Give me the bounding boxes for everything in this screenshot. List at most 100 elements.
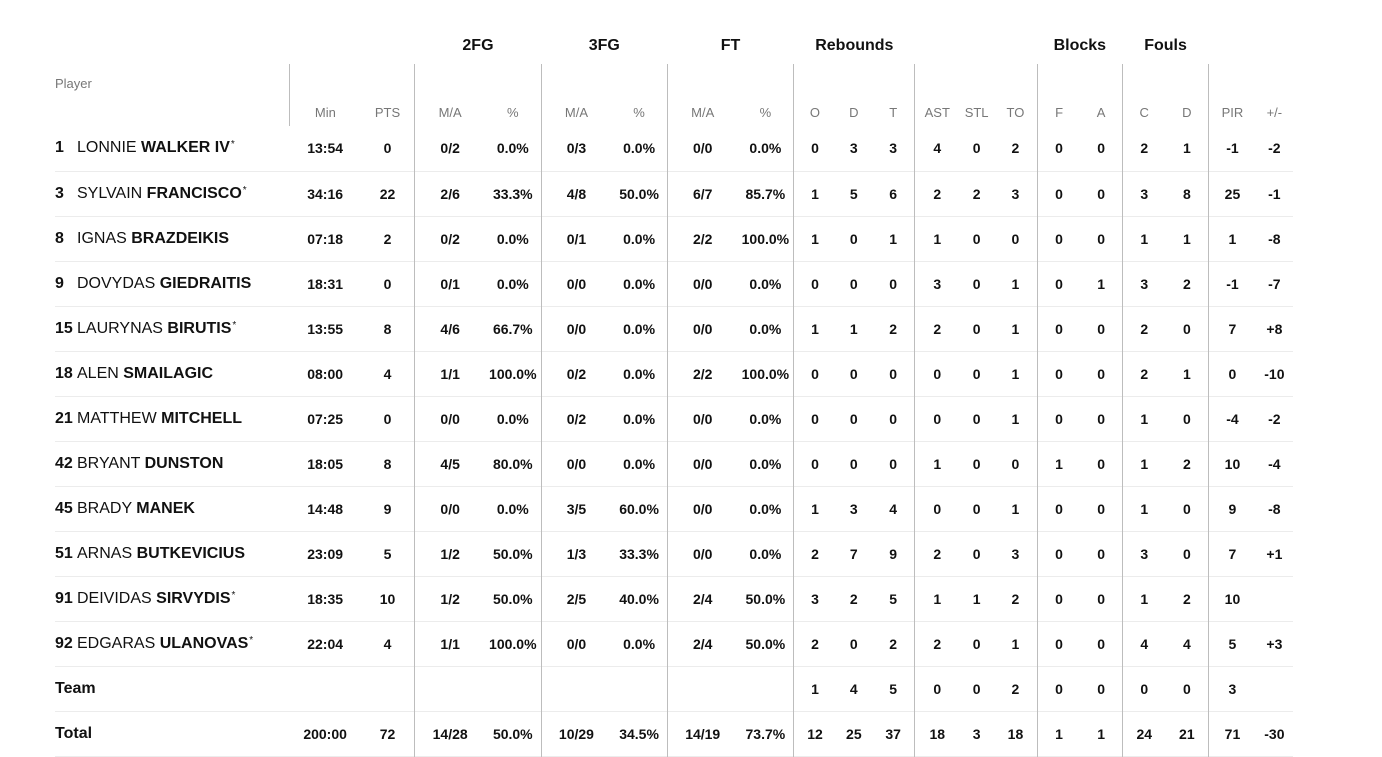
player-number: 3 [55,184,64,202]
cell-ft-pct: 0.0% [749,320,782,337]
cell-ft-pct: 0.0% [749,455,782,472]
player-name[interactable]: 45 BRADY MANEK [55,486,290,531]
cell-pir: 25 [1208,171,1256,216]
cell-ft-ma: 2/2 [666,351,738,396]
player-name[interactable]: 51 ARNAS BUTKEVICIUS [55,531,290,576]
cell-3fg-ma: 0/2 [540,351,612,396]
cell-reb-d: 1 [849,320,858,337]
col-2fg-pct[interactable]: % [507,105,519,120]
col-pir[interactable]: PIR [1208,64,1256,126]
cell-blk-f: 0 [1036,666,1081,711]
col-reb-t[interactable]: T [889,105,898,120]
player-name[interactable]: 9 DOVYDAS GIEDRAITIS [55,261,290,306]
cell-stl: 1 [972,590,981,607]
col-to[interactable]: TO [1006,105,1025,120]
col-ft-ma[interactable]: M/A [666,64,738,126]
cell-to: 3 [1011,545,1020,562]
team-row-label: Team [55,679,96,697]
cell-plus-minus [1256,666,1293,711]
cell-stl: 0 [972,680,981,697]
cell-ast: 2 [914,171,960,216]
col-ast[interactable]: AST [914,64,960,126]
cell-to: 2 [1011,140,1020,157]
cell-3fg-pct: 0.0% [623,140,656,157]
table-row: 51 ARNAS BUTKEVICIUS 23:09 5 1/2 50.0% 1/3 33.3… [55,531,1293,576]
col-2fg-ma[interactable]: M/A [414,64,485,126]
cell-2fg-pct: 80.0% [492,455,533,472]
player-first-name: DOVYDAS [77,274,156,292]
cell-plus-minus: -1 [1268,185,1281,202]
cell-blk-f: 0 [1036,171,1081,216]
col-min[interactable]: Min [289,64,361,126]
cell-ft-pct: 0.0% [749,545,782,562]
cell-reb-d: 3 [849,500,858,517]
cell-ast: 4 [914,126,960,171]
col-foul-d[interactable]: D [1182,105,1192,120]
col-pts[interactable]: PTS [374,105,401,120]
cell-2fg-pct: 50.0% [492,590,533,607]
player-name[interactable]: 91 DEIVIDAS SIRVYDIS* [55,576,290,621]
col-foul-c[interactable]: C [1121,64,1166,126]
group-blocks: Blocks [1053,37,1107,54]
col-3fg-ma[interactable]: M/A [540,64,612,126]
player-last-name: SIRVYDIS [156,589,231,607]
cell-reb-d: 7 [849,545,858,562]
cell-pts: 9 [383,500,392,517]
cell-pir: 10 [1208,441,1256,486]
cell-blk-a: 0 [1097,635,1106,652]
col-ft-pct[interactable]: % [759,105,772,120]
col-reb-o[interactable]: O [793,64,836,126]
col-blk-f[interactable]: F [1036,64,1081,126]
player-name[interactable]: 18 ALEN SMAILAGIC [55,351,290,396]
cell-pts: 4 [383,365,392,382]
player-first-name: MATTHEW [77,409,157,427]
cell-3fg-pct: 60.0% [619,500,659,517]
cell-foul-c: 1 [1121,396,1166,441]
player-name[interactable]: 15 LAURYNAS BIRUTIS* [55,306,290,351]
player-name[interactable]: 1 LONNIE WALKER IV* [55,126,290,171]
player-number: 45 [55,499,73,517]
cell-3fg-ma: 2/5 [540,576,612,621]
cell-3fg-ma: 0/1 [540,216,612,261]
player-name[interactable]: 8 IGNAS BRAZDEIKIS [55,216,290,261]
cell-ast: 18 [914,711,960,756]
cell-pir: 7 [1208,531,1256,576]
cell-reb-o: 2 [793,531,836,576]
cell-pts: 4 [383,635,392,652]
col-plus-minus[interactable]: +/- [1266,105,1283,120]
cell-ast: 0 [914,486,960,531]
cell-plus-minus: +1 [1266,545,1283,562]
cell-ast: 2 [914,306,960,351]
cell-reb-o: 0 [793,351,836,396]
player-first-name: BRYANT [77,454,141,472]
cell-foul-d: 0 [1182,680,1191,697]
cell-ast: 2 [914,621,960,666]
cell-foul-d: 8 [1182,185,1191,202]
cell-reb-d: 0 [849,275,858,292]
col-blk-a[interactable]: A [1096,105,1106,120]
cell-2fg-ma: 0/0 [414,396,485,441]
player-name[interactable]: 92 EDGARAS ULANOVAS* [55,621,290,666]
cell-reb-o: 1 [793,306,836,351]
cell-to: 2 [1011,590,1020,607]
col-reb-d[interactable]: D [849,105,859,120]
cell-ft-pct: 0.0% [749,140,782,157]
cell-foul-d: 2 [1182,275,1191,292]
cell-foul-d: 2 [1182,590,1191,607]
table-row: 21 MATTHEW MITCHELL 07:25 0 0/0 0.0% 0/2 0.0% 0/… [55,396,1293,441]
player-name[interactable]: 21 MATTHEW MITCHELL [55,396,290,441]
col-player[interactable]: Player [55,76,92,91]
table-row: 42 BRYANT DUNSTON 18:05 8 4/5 80.0% 0/0 0.0% 0/0… [55,441,1293,486]
cell-stl: 0 [972,455,981,472]
player-last-name: FRANCISCO [146,184,242,202]
player-name[interactable]: 3 SYLVAIN FRANCISCO* [55,171,290,216]
player-name[interactable]: 42 BRYANT DUNSTON [55,441,290,486]
player-first-name: LONNIE [77,139,137,157]
cell-min: 23:09 [307,545,344,562]
player-first-name: ARNAS [77,544,133,562]
col-3fg-pct[interactable]: % [633,105,645,120]
cell-ft-ma: 2/4 [666,576,738,621]
cell-plus-minus: -7 [1268,275,1281,292]
col-stl[interactable]: STL [964,105,989,120]
cell-stl: 0 [972,230,981,247]
